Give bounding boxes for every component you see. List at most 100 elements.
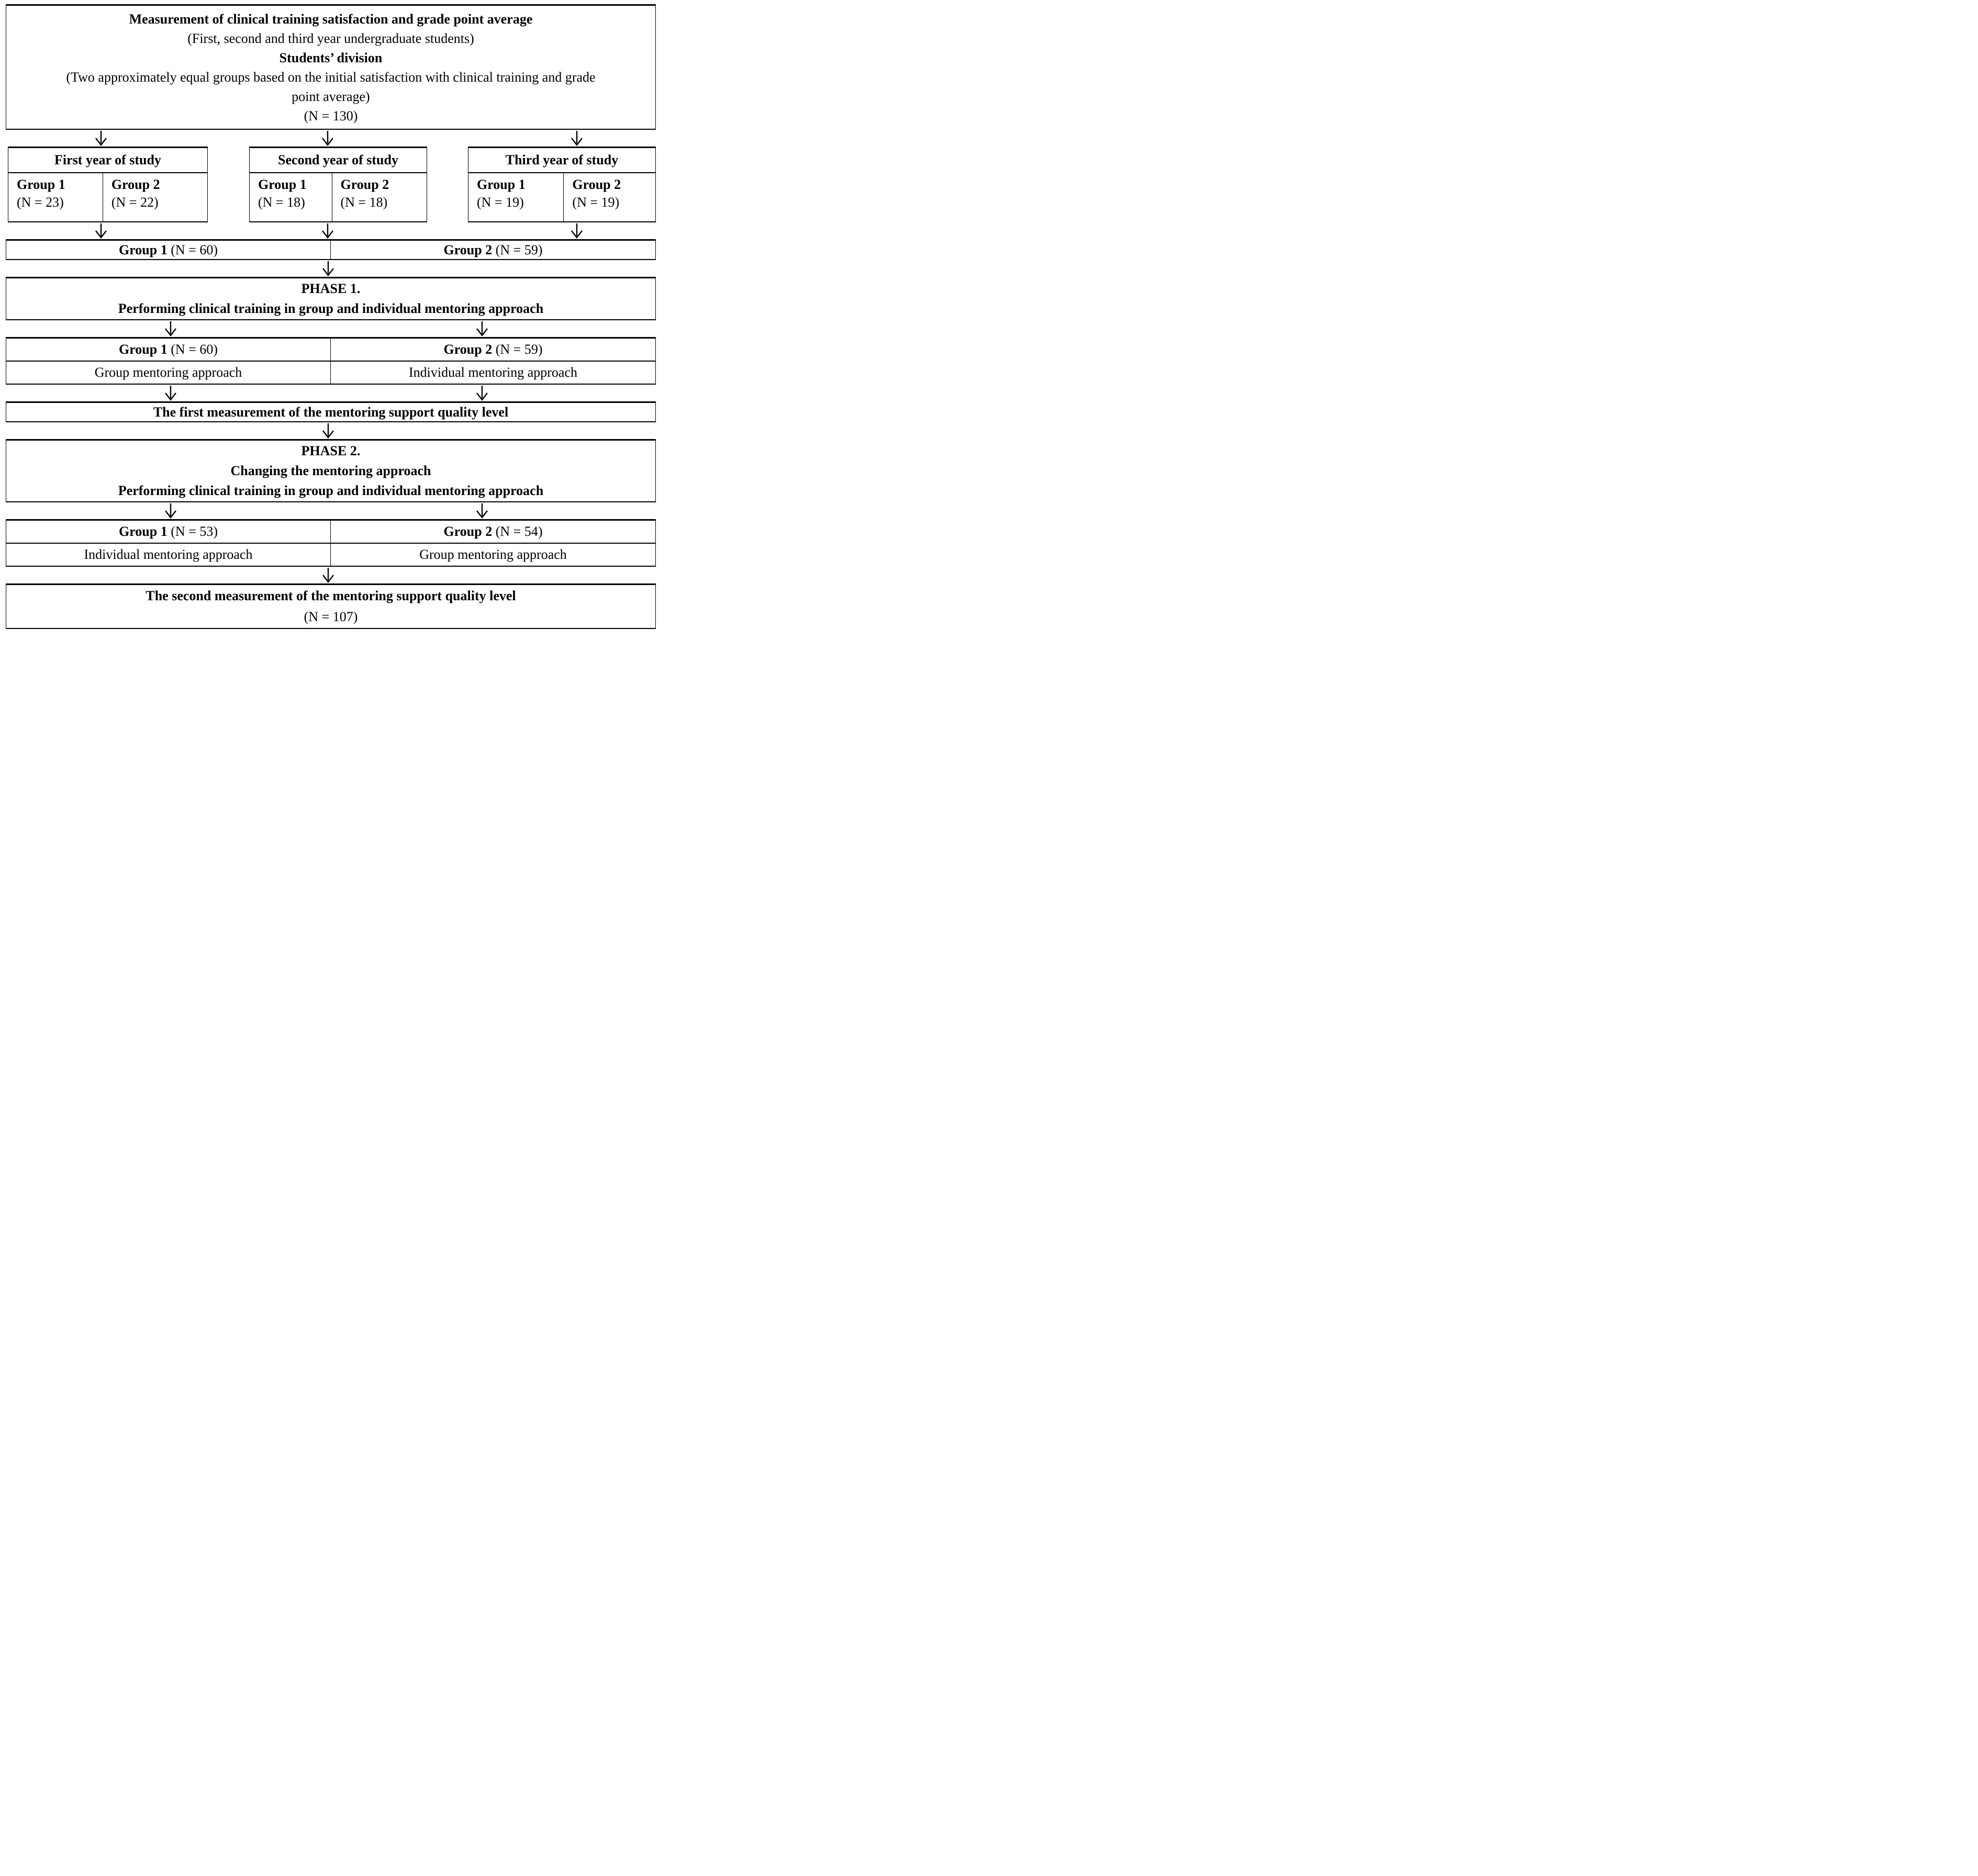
group-cell: Group 1 (N = 23) [8, 173, 103, 221]
down-arrow-icon [95, 223, 107, 239]
group1-approach: Group mentoring approach [6, 362, 331, 384]
phase2-box: PHASE 2. Changing the mentoring approach… [6, 439, 656, 502]
group-n: (N = 23) [17, 195, 64, 210]
second-measurement-text: The second measurement of the mentoring … [146, 588, 516, 603]
phase2-description: Performing clinical training in group an… [118, 483, 544, 498]
group2-approach: Group mentoring approach [419, 547, 567, 562]
down-arrow-icon [165, 386, 176, 401]
down-arrow-icon [165, 321, 176, 336]
combined-group2-cell: Group 2 (N = 59) [331, 241, 655, 259]
phase2-table-approach-row: Individual mentoring approach Group ment… [6, 544, 655, 566]
group-label: Group 1 [258, 177, 307, 192]
year-box-title: Third year of study [468, 148, 655, 173]
phase1-groups-table: Group 1 (N = 60) Group 2 (N = 59) Group … [6, 337, 656, 385]
arrow-row-to-phase2-table [0, 502, 660, 519]
arrow-row-to-combined-groups [0, 222, 660, 239]
group-cell: Group 2 (N = 18) [332, 173, 427, 221]
phase2-table-group-row: Group 1 (N = 53) Group 2 (N = 54) [6, 521, 655, 544]
group-label: Group 1 [119, 242, 167, 257]
first-measurement-text: The first measurement of the mentoring s… [153, 405, 509, 420]
intake-subtitle: (First, second and third year undergradu… [187, 31, 474, 46]
group-label: Group 1 [119, 524, 167, 539]
down-arrow-icon [476, 321, 488, 336]
group-cell: Group 2 (N = 19) [564, 173, 655, 221]
year-boxes-row: First year of study Group 1 (N = 23) Gro… [0, 147, 660, 222]
arrow-row-to-year-boxes [0, 130, 660, 147]
group-cell: Group 1 (N = 18) [250, 173, 332, 221]
down-arrow-icon [322, 223, 333, 239]
group-label: Group 2 [443, 342, 493, 357]
division-note-line2: point average) [292, 89, 370, 104]
second-year-box: Second year of study Group 1 (N = 18) Gr… [249, 147, 427, 222]
phase2-groups-table: Group 1 (N = 53) Group 2 (N = 54) Indivi… [6, 519, 656, 567]
down-arrow-icon [322, 568, 334, 583]
year-box-cells: Group 1 (N = 19) Group 2 (N = 19) [468, 173, 655, 221]
group-n: (N = 54) [495, 524, 543, 539]
year-box-cells: Group 1 (N = 18) Group 2 (N = 18) [250, 173, 427, 221]
arrow-row-to-measurement1 [0, 385, 660, 401]
down-arrow-icon [571, 131, 583, 146]
group-n: (N = 19) [477, 195, 524, 210]
group2-approach: Individual mentoring approach [408, 365, 578, 380]
group-label: Group 1 [17, 177, 65, 192]
group-label: Group 2 [572, 177, 621, 192]
down-arrow-icon [322, 131, 333, 146]
group-n: (N = 22) [111, 195, 159, 210]
group-n: (N = 60) [171, 342, 218, 357]
group-n: (N = 18) [258, 195, 305, 210]
division-note-line1: (Two approximately equal groups based on… [66, 70, 596, 85]
group-label: Group 2 [443, 242, 493, 257]
group1-cell: Group 1 (N = 60) [6, 339, 331, 361]
group-label: Group 2 [111, 177, 160, 192]
second-measurement-box: The second measurement of the mentoring … [6, 583, 656, 629]
second-measurement-n: (N = 107) [304, 609, 358, 624]
group-label: Group 2 [443, 524, 493, 539]
down-arrow-icon [322, 261, 334, 276]
phase2-change-line: Changing the mentoring approach [230, 463, 431, 478]
intake-title: Measurement of clinical training satisfa… [129, 12, 533, 27]
group-n: (N = 19) [572, 195, 620, 210]
group-cell: Group 2 (N = 22) [103, 173, 207, 221]
group-n: (N = 18) [340, 195, 388, 210]
phase1-box: PHASE 1. Performing clinical training in… [6, 277, 656, 320]
group-label: Group 2 [340, 177, 389, 192]
flowchart-page: Measurement of clinical training satisfa… [0, 0, 660, 629]
phase1-heading: PHASE 1. [301, 281, 361, 296]
arrow-row-to-phase1 [0, 260, 660, 277]
group-label: Group 1 [119, 342, 167, 357]
group2-cell: Group 2 (N = 59) [331, 339, 655, 361]
year-box-cells: Group 1 (N = 23) Group 2 (N = 22) [8, 173, 207, 221]
combined-groups-box: Group 1 (N = 60) Group 2 (N = 59) [6, 239, 656, 260]
group-n: (N = 60) [171, 242, 218, 257]
third-year-box: Third year of study Group 1 (N = 19) Gro… [468, 147, 656, 222]
arrow-row-to-phase1-table [0, 320, 660, 337]
intake-n-total: (N = 130) [304, 108, 358, 123]
phase1-table-approach-row: Group mentoring approach Individual ment… [6, 362, 655, 384]
combined-group1-cell: Group 1 (N = 60) [6, 241, 331, 259]
group-label: Group 1 [477, 177, 526, 192]
group1-approach: Individual mentoring approach [6, 544, 331, 566]
study-intake-box: Measurement of clinical training satisfa… [6, 4, 656, 130]
down-arrow-icon [571, 223, 583, 239]
group-n: (N = 59) [495, 242, 543, 257]
down-arrow-icon [165, 503, 176, 519]
phase1-description: Performing clinical training in group an… [118, 301, 544, 316]
phase2-heading: PHASE 2. [301, 443, 361, 458]
group2-cell: Group 2 (N = 54) [331, 521, 655, 543]
first-year-box: First year of study Group 1 (N = 23) Gro… [8, 147, 208, 222]
arrow-row-to-measurement2 [0, 567, 660, 583]
down-arrow-icon [322, 423, 334, 439]
year-box-title: First year of study [8, 148, 207, 173]
down-arrow-icon [476, 386, 488, 401]
group-cell: Group 1 (N = 19) [468, 173, 564, 221]
year-box-title: Second year of study [250, 148, 427, 173]
phase1-table-group-row: Group 1 (N = 60) Group 2 (N = 59) [6, 339, 655, 362]
first-measurement-box: The first measurement of the mentoring s… [6, 401, 656, 422]
down-arrow-icon [95, 131, 107, 146]
students-division-title: Students’ division [279, 50, 383, 65]
arrow-row-to-phase2 [0, 422, 660, 439]
down-arrow-icon [476, 503, 488, 519]
group-n: (N = 59) [495, 342, 543, 357]
group-n: (N = 53) [171, 524, 218, 539]
group1-cell: Group 1 (N = 53) [6, 521, 331, 543]
